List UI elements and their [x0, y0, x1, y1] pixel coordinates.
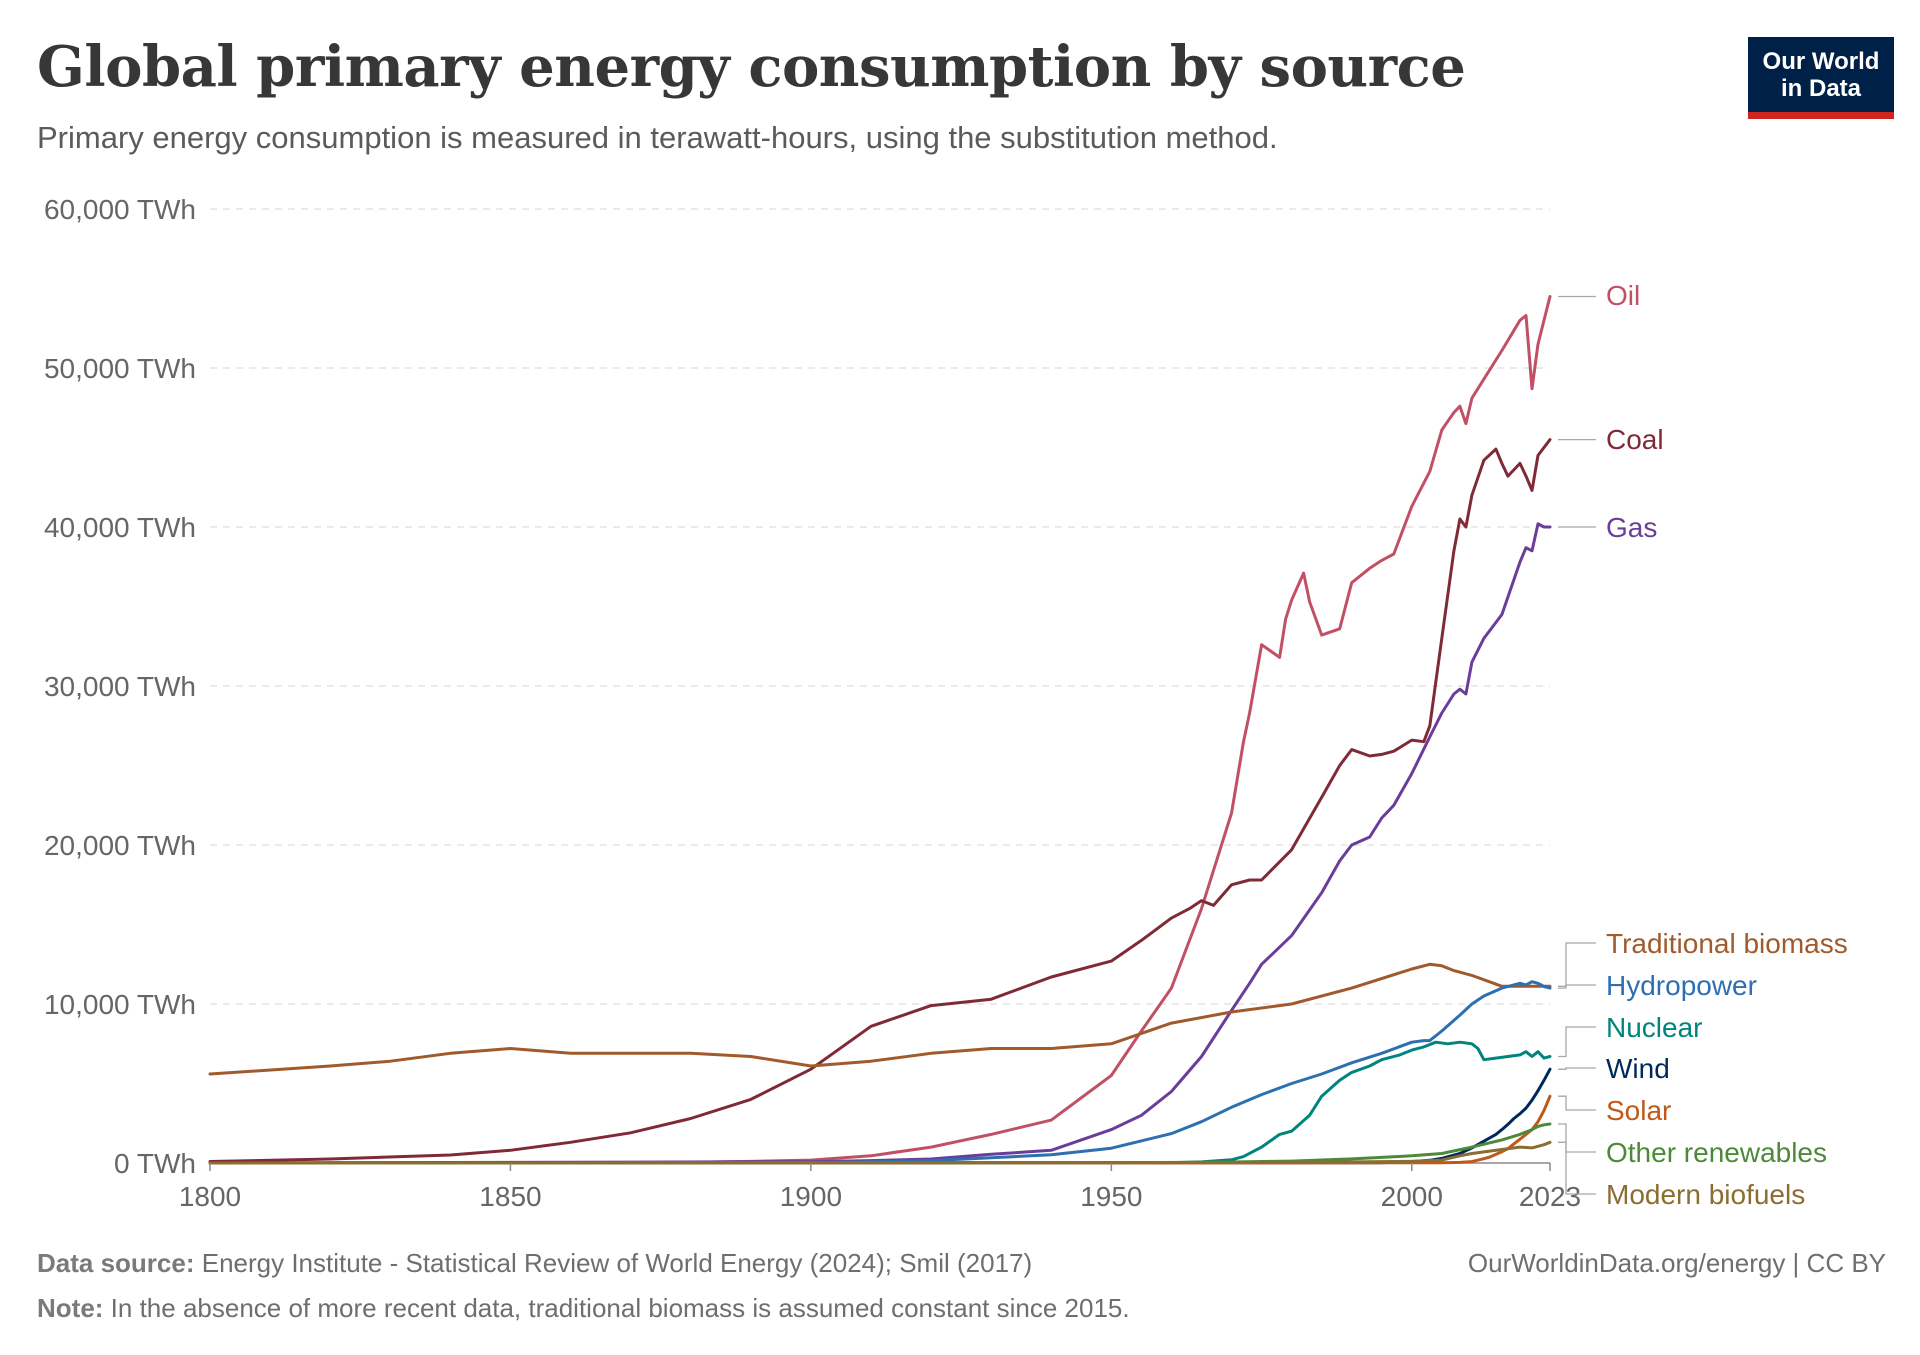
series-lines: [208, 295, 1552, 1165]
x-tick-label: 1900: [780, 1181, 842, 1212]
series-label-traditional-biomass[interactable]: Traditional biomass: [1606, 928, 1848, 959]
series-line-hydropower[interactable]: [208, 980, 1552, 1165]
label-connector: [1558, 1095, 1596, 1111]
source-url-link[interactable]: OurWorldinData.org/energy | CC BY: [1467, 1248, 1886, 1278]
y-axis-ticks: 0 TWh 10,000 TWh 20,000 TWh 30,000 TWh 40,00…: [44, 194, 196, 1179]
series-label-oil[interactable]: Oil: [1606, 280, 1640, 311]
logo-line-1: Our World: [1762, 47, 1880, 75]
y-tick-label: 50,000 TWh: [44, 353, 196, 384]
label-connector: [1558, 984, 1596, 989]
y-tick-label: 10,000 TWh: [44, 989, 196, 1020]
series-label-solar[interactable]: Solar: [1606, 1095, 1671, 1126]
gridlines: [210, 208, 1550, 1164]
series-line-traditional-biomass[interactable]: [208, 962, 1552, 1076]
series-label-nuclear[interactable]: Nuclear: [1606, 1012, 1702, 1043]
series-line-coal[interactable]: [208, 438, 1552, 1163]
series-line-solar[interactable]: [208, 1094, 1552, 1165]
chart-area: 0 TWh 10,000 TWh 20,000 TWh 30,000 TWh 40,00…: [44, 194, 1848, 1212]
y-tick-label: 30,000 TWh: [44, 671, 196, 702]
series-line-nuclear[interactable]: [208, 1040, 1552, 1165]
series-line-gas[interactable]: [208, 522, 1552, 1165]
logo-line-2: in Data: [1780, 74, 1861, 102]
y-tick-label: 0 TWh: [114, 1148, 196, 1179]
data-source-text: Energy Institute - Statistical Review of…: [201, 1248, 1033, 1278]
x-tick-label: 1950: [1080, 1181, 1142, 1212]
series-labels: Oil Coal Gas Traditional biomass Hydropower N…: [1558, 280, 1848, 1210]
label-connector: [1558, 1123, 1596, 1153]
label-connector: [1558, 942, 1596, 987]
series-label-gas[interactable]: Gas: [1606, 512, 1657, 543]
series-label-modern-biofuels[interactable]: Modern biofuels: [1606, 1179, 1805, 1210]
x-tick-label: 2000: [1381, 1181, 1443, 1212]
label-connector: [1558, 1067, 1596, 1070]
y-tick-label: 40,000 TWh: [44, 512, 196, 543]
series-line-modern-biofuels[interactable]: [208, 1140, 1552, 1165]
x-tick-label: 1800: [179, 1181, 241, 1212]
x-axis-ticks: 1800 1850 1900 1950 2000 2023: [179, 1163, 1581, 1212]
data-source-label: Data source:: [37, 1248, 195, 1278]
label-connector: [1558, 1026, 1596, 1058]
series-label-other-renewables[interactable]: Other renewables: [1606, 1137, 1827, 1168]
series-label-hydropower[interactable]: Hydropower: [1606, 970, 1757, 1001]
series-label-coal[interactable]: Coal: [1606, 424, 1664, 455]
data-source: Data source: Energy Institute - Statisti…: [37, 1248, 1032, 1279]
x-tick-label: 2023: [1519, 1181, 1581, 1212]
chart-note-text: In the absence of more recent data, trad…: [110, 1293, 1130, 1323]
x-tick-label: 1850: [479, 1181, 541, 1212]
y-tick-label: 20,000 TWh: [44, 830, 196, 861]
chart-note-label: Note:: [37, 1293, 104, 1323]
owid-logo[interactable]: Our World in Data: [1748, 37, 1894, 119]
chart-title: Global primary energy consumption by sou…: [37, 34, 1466, 100]
label-connector: [1558, 1141, 1596, 1195]
series-line-wind[interactable]: [208, 1067, 1552, 1165]
series-label-wind[interactable]: Wind: [1606, 1053, 1670, 1084]
chart-note: Note: In the absence of more recent data…: [37, 1293, 1130, 1324]
series-line-oil[interactable]: [208, 295, 1552, 1165]
y-tick-label: 60,000 TWh: [44, 194, 196, 225]
chart-subtitle: Primary energy consumption is measured i…: [37, 120, 1278, 155]
